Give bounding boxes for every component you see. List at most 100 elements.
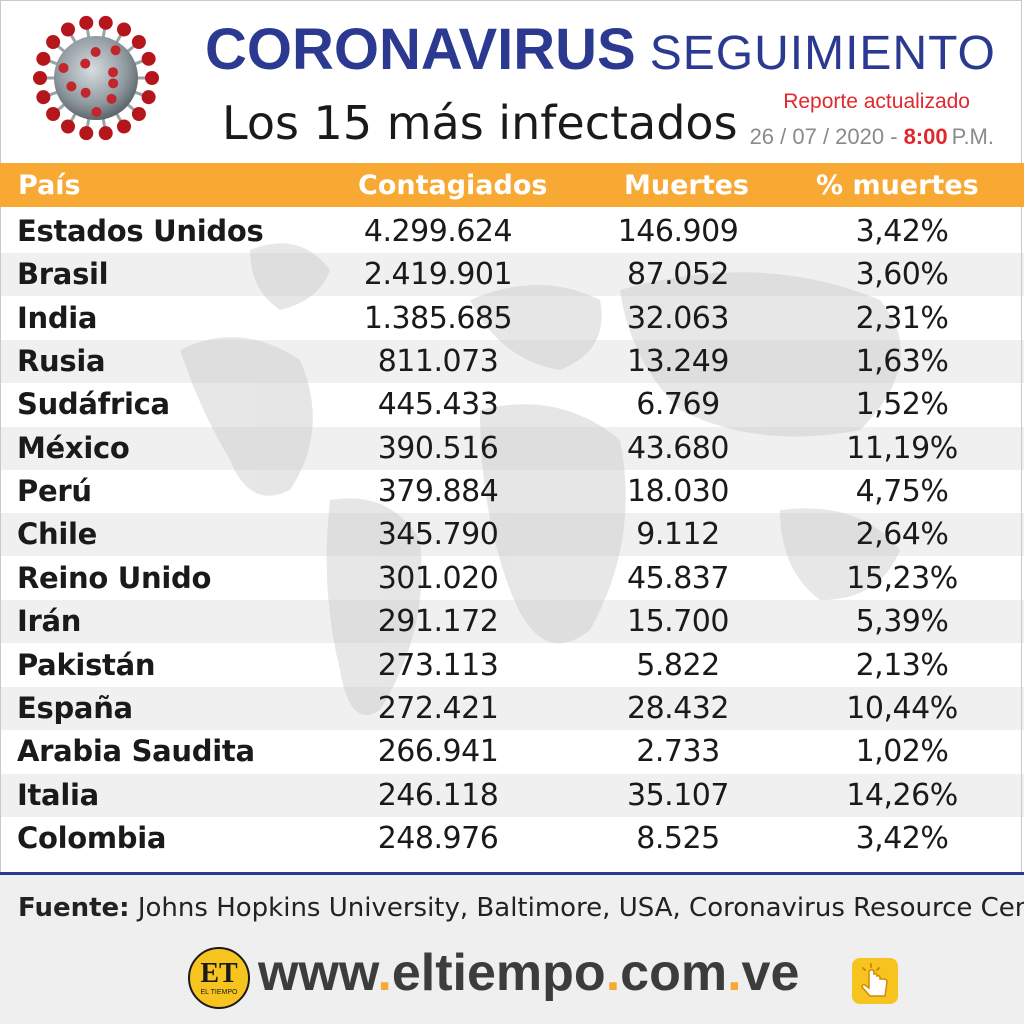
table-row: Chile 345.790 9.112 2,64% [0,513,1024,557]
cell-deaths: 43.680 [627,430,729,466]
cell-country: Rusia [17,344,106,379]
table-row: Colombia 248.976 8.525 3,42% [0,817,1024,860]
virus-spike-head [46,106,61,121]
logo-text: ET [200,958,238,989]
cell-deaths: 9.112 [636,517,720,553]
table-row: México 390.516 43.680 11,19% [0,426,1024,470]
virus-spike-head [33,71,47,85]
virus-surface-dot [91,106,102,117]
cell-country: Pakistán [17,647,156,682]
virus-spike-head [117,22,131,37]
cell-deaths: 146.909 [617,214,739,249]
url-dot: . [605,944,621,1002]
cell-death-rate: 3,60% [855,257,949,293]
cell-deaths: 87.052 [627,257,729,293]
cell-deaths: 2.733 [636,734,720,770]
ampm-text: P.M. [951,124,994,149]
virus-spike-head [98,15,113,30]
table-row: Arabia Saudita 266.941 2.733 1,02% [0,730,1024,773]
virus-spike-head [36,51,51,66]
cell-death-rate: 1,63% [855,344,949,380]
virus-spike-head [36,90,51,105]
title-main: CORONAVIRUS [205,17,636,82]
virus-surface-dot [80,58,91,69]
report-date: 26 / 07 / 2020 -8:00 P.M. [750,124,994,150]
cell-infected: 273.113 [377,647,499,683]
pointer-click-icon [852,958,898,1004]
logo-subtext: EL TIEMPO [200,989,238,996]
cell-country: Sudáfrica [17,387,170,422]
cell-country: España [17,690,133,725]
virus-surface-dot [90,47,101,58]
cell-infected: 4.299.624 [363,214,513,249]
cell-deaths: 5.822 [636,647,720,683]
el-tiempo-logo: ET EL TIEMPO [188,947,250,1009]
column-header-deaths: Muertes [624,170,750,201]
virus-spike-head [79,15,94,30]
cell-country: México [17,430,130,465]
column-header-infected: Contagiados [358,170,548,201]
source-text: Johns Hopkins University, Baltimore, USA… [137,893,1024,923]
virus-spike-head [131,35,146,50]
url-part: eltiempo [391,944,606,1002]
table-row: Sudáfrica 445.433 6.769 1,52% [0,383,1024,426]
cell-infected: 379.884 [377,474,499,510]
cell-infected: 390.516 [377,430,499,466]
cell-death-rate: 11,19% [846,430,958,466]
url-dot: . [727,944,742,1002]
cell-deaths: 35.107 [627,777,729,813]
cell-death-rate: 14,26% [846,777,958,813]
title-second: SEGUIMIENTO [649,27,996,80]
cell-deaths: 32.063 [627,300,729,336]
cell-death-rate: 3,42% [855,820,949,856]
cell-country: Arabia Saudita [17,734,255,769]
table-row: Brasil 2.419.901 87.052 3,60% [0,253,1024,297]
url-dot: . [377,944,392,1002]
title: CORONAVIRUS SEGUIMIENTO [205,16,996,83]
cell-death-rate: 1,02% [855,734,949,770]
cell-infected: 2.419.901 [363,257,513,293]
cell-infected: 301.020 [377,560,499,596]
cell-deaths: 13.249 [627,344,729,380]
cell-death-rate: 1,52% [855,387,949,423]
virus-surface-dot [110,45,121,56]
cell-country: Reino Unido [17,560,212,595]
source-label: Fuente: [18,893,130,923]
cell-deaths: 8.525 [636,820,720,856]
table-row: Reino Unido 301.020 45.837 15,23% [0,557,1024,600]
table-header: País Contagiados Muertes % muertes [0,163,1024,207]
cell-infected: 445.433 [377,387,499,423]
cell-country: Irán [17,604,82,639]
cell-death-rate: 10,44% [846,690,958,726]
cell-death-rate: 2,31% [855,300,949,336]
cell-deaths: 28.432 [627,690,729,726]
source-note: Fuente: Johns Hopkins University, Baltim… [18,893,1024,923]
virus-surface-dot [66,81,77,92]
table-row: Italia 246.118 35.107 14,26% [0,773,1024,817]
report-label: Reporte actualizado [783,90,970,113]
virus-spike-head [61,119,75,134]
website-link[interactable]: www.eltiempo.com.ve [258,943,799,1003]
url-part: ve [741,944,800,1002]
column-header-death-rate: % muertes [816,170,979,201]
cell-death-rate: 2,13% [855,647,949,683]
cell-infected: 1.385.685 [363,300,513,336]
cell-infected: 248.976 [377,820,499,856]
cell-infected: 811.073 [377,344,499,380]
subtitle: Los 15 más infectados [222,96,738,150]
virus-spike-head [79,126,94,141]
cell-death-rate: 4,75% [855,474,949,510]
table-row: India 1.385.685 32.063 2,31% [0,297,1024,340]
cell-death-rate: 2,64% [855,517,949,553]
table-row: España 272.421 28.432 10,44% [0,686,1024,730]
virus-spike-head [141,90,156,105]
table-row: Irán 291.172 15.700 5,39% [0,600,1024,644]
table-row: Perú 379.884 18.030 4,75% [0,470,1024,513]
virus-surface-dot [58,62,69,73]
cell-death-rate: 5,39% [855,604,949,640]
cell-death-rate: 15,23% [846,560,958,596]
cell-country: Brasil [17,257,109,292]
virus-surface-dot [80,87,91,98]
virus-spike-head [145,71,159,85]
header: CORONAVIRUS SEGUIMIENTO Los 15 más infect… [0,0,1024,160]
